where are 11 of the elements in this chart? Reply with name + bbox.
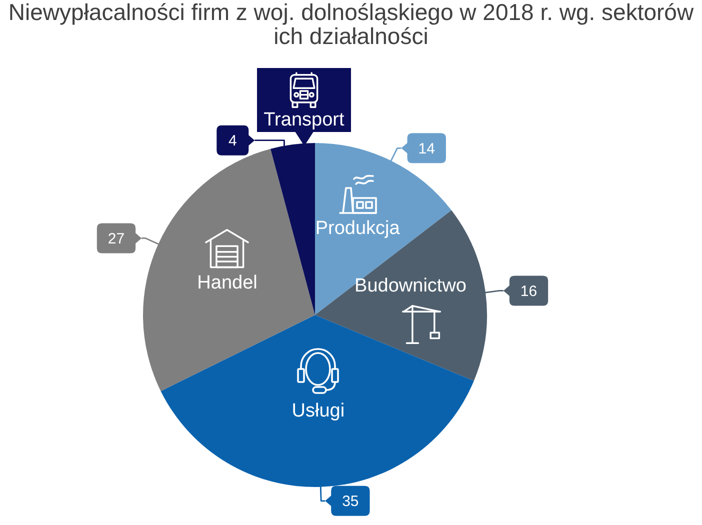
slice-label: Usługi [292,400,345,422]
slice-label: Handel [197,272,258,294]
data-label: 14 [418,140,435,158]
data-label: 16 [520,282,538,300]
data-label: 4 [228,132,237,150]
slice-label: Transport [264,110,345,131]
chart-title: Niewypłacalności firm z woj. dolnośląskiego w 2018 r. wg. sektorów ich działalności [7,0,695,49]
slice-label: Budownictwo [354,276,466,297]
slice-label: Produkcja [315,218,400,239]
data-label: 27 [108,230,125,248]
data-label: 35 [342,493,359,510]
